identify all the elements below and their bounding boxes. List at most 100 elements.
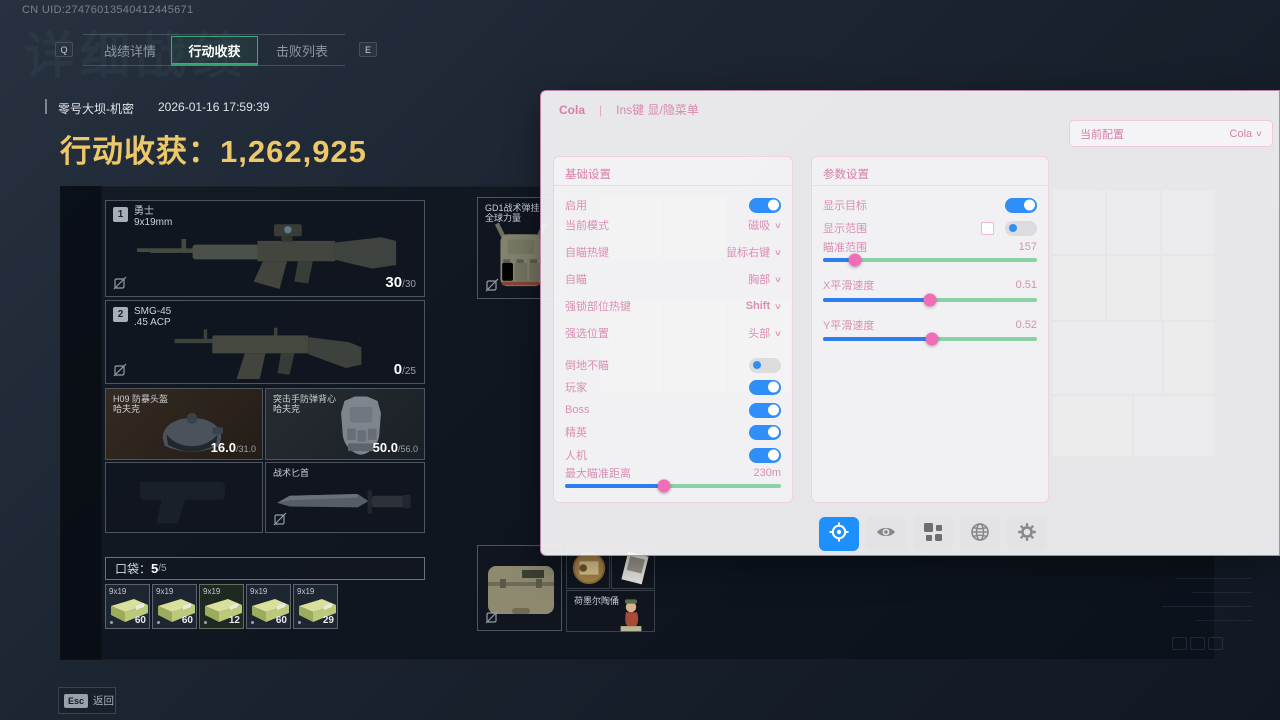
gear-icon xyxy=(1016,521,1038,548)
cheat-menu-window: Cola | Ins键 显/隐菜单 当前配置 Cola ∨ 基础设置 启用 当前模… xyxy=(540,90,1280,556)
helmet-card[interactable]: H09 防暴头盔 哈夫克 16.0/31.0 xyxy=(105,388,263,460)
setting-row-aim-range: 瞄准范围 157 xyxy=(823,241,1037,254)
weapon-name: SMG-45 .45 ACP xyxy=(134,306,172,328)
tab-loot-gained[interactable]: 行动收获 xyxy=(171,36,258,64)
decoration xyxy=(1172,637,1187,650)
esp-tab-button[interactable] xyxy=(866,517,906,551)
ammo-tile[interactable]: 9x19 60 xyxy=(105,584,150,629)
weapon-name: 勇士 9x19mm xyxy=(134,206,173,228)
slider-knob[interactable] xyxy=(657,479,671,493)
y-smooth-slider[interactable] xyxy=(823,332,1037,346)
ammo-tile[interactable]: 9x19 12 xyxy=(199,584,244,629)
setting-row-show-target: 显示目标 xyxy=(823,197,1037,213)
ignore-downed-toggle[interactable] xyxy=(749,357,781,373)
setting-row-show-range: 显示范围 xyxy=(823,220,1037,236)
eye-icon xyxy=(875,522,897,547)
no-insurance-icon xyxy=(273,512,287,526)
elite-toggle[interactable] xyxy=(749,424,781,440)
decoration xyxy=(1162,606,1252,607)
decoration xyxy=(1176,578,1252,579)
esc-key-badge: Esc xyxy=(64,693,88,708)
rarity-dot xyxy=(204,621,207,624)
chevron-down-icon: ∨ xyxy=(773,220,783,230)
show-range-toggle[interactable] xyxy=(1005,220,1037,236)
players-toggle[interactable] xyxy=(749,379,781,395)
vest-card[interactable]: 突击手防弹背心 哈夫克 50.0/56.0 xyxy=(265,388,425,460)
aim-hotkey-select[interactable]: 鼠标右键 ∨ xyxy=(726,247,783,259)
rarity-dot xyxy=(251,621,254,624)
setting-row-x-smooth: X平滑速度 0.51 xyxy=(823,279,1037,292)
chevron-down-icon: ∨ xyxy=(773,247,783,257)
case-card[interactable] xyxy=(477,545,562,631)
decoration xyxy=(1208,637,1223,650)
player-uid: CN UID:27476013540412445671 xyxy=(22,4,194,16)
durability-value: 16.0/31.0 xyxy=(210,440,256,455)
bots-toggle[interactable] xyxy=(749,447,781,463)
lock-part-select[interactable]: 头部 ∨ xyxy=(748,328,783,340)
slider-knob[interactable] xyxy=(923,293,937,307)
item-name: 荷墨尔陶俑 xyxy=(574,596,620,606)
next-tab-key[interactable]: E xyxy=(359,42,377,57)
hotkey-hint: Ins键 显/隐菜单 xyxy=(616,103,699,117)
pistol-silhouette xyxy=(140,481,225,524)
no-insurance-icon xyxy=(485,278,499,292)
max-distance-slider[interactable] xyxy=(565,479,781,493)
weapon-card-1[interactable]: 1 勇士 9x19mm 30/30 xyxy=(105,200,425,297)
ammo-tile[interactable]: 9x19 29 xyxy=(293,584,338,629)
rarity-dot xyxy=(110,621,113,624)
setting-row-y-smooth: Y平滑速度 0.52 xyxy=(823,319,1037,332)
rarity-dot xyxy=(298,621,301,624)
boss-toggle[interactable] xyxy=(749,402,781,418)
setting-row-enable: 启用 xyxy=(565,197,781,213)
back-button[interactable]: Esc 返回 xyxy=(58,687,116,714)
blocks-icon xyxy=(922,521,944,548)
chevron-down-icon: ∨ xyxy=(773,301,783,311)
weapon-card-2[interactable]: 2 SMG-45 .45 ACP 0/25 xyxy=(105,300,425,384)
aim-part-select[interactable]: 胸部 ∨ xyxy=(748,274,783,286)
tab-battle-detail[interactable]: 战绩详情 xyxy=(103,43,156,59)
match-map-label: 零号大坝-机密 xyxy=(58,102,134,116)
lock-hotkey-select[interactable]: Shift ∨ xyxy=(745,300,783,312)
config-select[interactable]: 当前配置 Cola ∨ xyxy=(1069,120,1273,147)
ammo-tile[interactable]: 9x19 60 xyxy=(152,584,197,629)
setting-row-ignore-downed: 倒地不瞄 xyxy=(565,357,781,373)
melee-name: 战术匕首 xyxy=(273,468,310,478)
mode-select[interactable]: 磁吸 ∨ xyxy=(748,220,783,232)
gear-name: H09 防暴头盔 哈夫克 xyxy=(113,394,169,414)
gear-name: 突击手防弹背心 哈夫克 xyxy=(273,394,337,414)
pistol-slot-empty[interactable] xyxy=(105,462,263,533)
ammo-count: 30/30 xyxy=(385,274,416,291)
show-range-checkbox[interactable] xyxy=(981,221,994,235)
aim-range-slider[interactable] xyxy=(823,253,1037,267)
setting-row-lock-part: 强选位置 头部 ∨ xyxy=(565,325,783,341)
slot-number-badge: 2 xyxy=(113,307,128,322)
knife-image xyxy=(277,490,411,514)
prev-tab-key[interactable]: Q xyxy=(55,42,73,57)
rifle-image xyxy=(137,224,397,289)
crosshair-icon xyxy=(828,521,850,548)
ammo-box-image xyxy=(205,599,242,622)
no-insurance-icon xyxy=(113,363,127,377)
profile-name: Cola xyxy=(559,102,586,117)
radar-tab-button[interactable] xyxy=(960,517,1000,551)
setting-row-players: 玩家 xyxy=(565,379,781,395)
slider-knob[interactable] xyxy=(925,332,939,346)
tab-kill-list[interactable]: 击败列表 xyxy=(275,43,328,59)
ammo-tile[interactable]: 9x19 60 xyxy=(246,584,291,629)
items-tab-button[interactable] xyxy=(913,517,953,551)
globe-icon xyxy=(969,521,991,548)
decoration xyxy=(1190,637,1205,650)
enable-toggle[interactable] xyxy=(749,197,781,213)
basic-settings-group: 基础设置 启用 当前模式 磁吸 ∨ 自瞄热键 鼠标右键 ∨ 自瞄 胸部 ∨ 强锁部位热… xyxy=(553,156,793,503)
slider-knob[interactable] xyxy=(848,253,862,267)
ammo-count: 0/25 xyxy=(393,361,416,378)
aim-tab-button[interactable] xyxy=(819,517,859,551)
knife-card[interactable]: 战术匕首 xyxy=(265,462,425,533)
param-settings-group: 参数设置 显示目标 显示范围 瞄准范围 157 X平滑速度 xyxy=(811,156,1049,503)
durability-value: 50.0/56.0 xyxy=(372,440,418,455)
x-smooth-slider[interactable] xyxy=(823,293,1037,307)
show-target-toggle[interactable] xyxy=(1005,197,1037,213)
settings-tab-button[interactable] xyxy=(1007,517,1047,551)
loot-cell-figurine[interactable]: 荷墨尔陶俑 xyxy=(566,590,655,632)
case-image xyxy=(488,566,554,614)
